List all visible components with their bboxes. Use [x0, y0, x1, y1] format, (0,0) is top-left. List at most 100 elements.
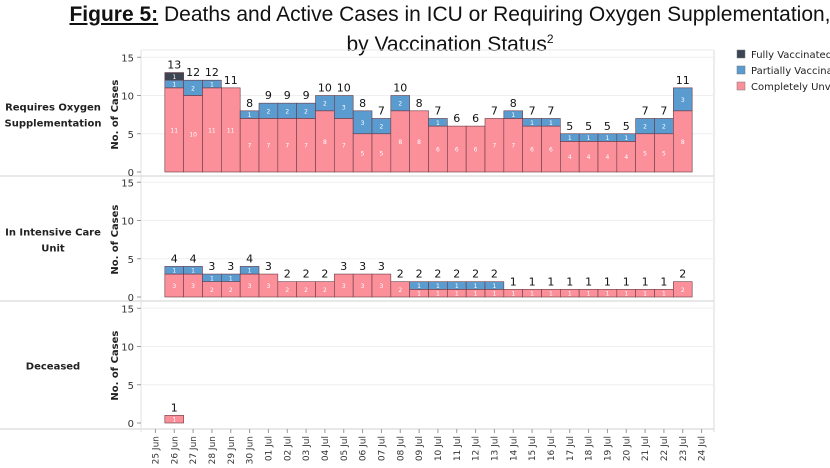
panel-label: Deceased — [26, 362, 80, 373]
y-tick-label: 0 — [128, 419, 134, 430]
bar-total-label: 7 — [491, 104, 498, 117]
y-tick-label: 10 — [121, 217, 134, 228]
bar-total-label: 5 — [604, 120, 611, 133]
bar-total-label: 3 — [208, 260, 215, 273]
bar-segment-label: 1 — [511, 112, 515, 119]
bar-segment-label: 5 — [380, 150, 384, 157]
bar-total-label: 7 — [529, 104, 536, 117]
bar-total-label: 8 — [246, 97, 253, 110]
bar-segment-label: 1 — [436, 291, 440, 298]
legend-swatch — [736, 65, 746, 75]
y-tick-label: 5 — [128, 130, 134, 141]
bar-total-label: 5 — [623, 120, 630, 133]
bar-total-label: 2 — [397, 268, 404, 281]
bar-segment-label: 1 — [191, 268, 195, 275]
bar-segment-label: 11 — [208, 127, 216, 134]
bar-segment-label: 2 — [681, 287, 685, 294]
bar-segment-label: 7 — [267, 143, 271, 150]
bar-segment-label: 4 — [606, 154, 610, 161]
y-tick-label: 15 — [121, 53, 134, 64]
legend-label: Completely Unva — [751, 82, 830, 93]
x-tick-label: 15 Jul — [528, 436, 538, 461]
bar-segment-label: 7 — [511, 143, 515, 150]
x-tick-label: 06 Jul — [359, 436, 369, 461]
bar-segment-label: 1 — [549, 120, 553, 127]
bar-segment-label: 7 — [304, 143, 308, 150]
x-tick-label: 16 Jul — [547, 436, 557, 461]
panel-label: Supplementation — [5, 119, 102, 130]
x-tick-label: 20 Jul — [622, 436, 632, 461]
bar-segment-label: 8 — [323, 139, 327, 146]
bar-total-label: 6 — [472, 112, 479, 125]
bar-segment-label: 10 — [189, 131, 197, 138]
bar-segment-fully-vaccinated — [164, 72, 184, 81]
bar-total-label: 2 — [284, 268, 291, 281]
bar-segment-label: 3 — [191, 283, 195, 290]
bar-segment-label: 1 — [568, 291, 572, 298]
bar-total-label: 9 — [303, 89, 310, 102]
bar-total-label: 2 — [491, 268, 498, 281]
title-footnote: 2 — [546, 32, 554, 46]
y-tick-label: 15 — [121, 304, 134, 315]
bar-total-label: 2 — [416, 268, 423, 281]
bar-segment-label: 2 — [643, 124, 647, 131]
bar-segment-label: 7 — [342, 143, 346, 150]
bar-segment-label: 1 — [511, 291, 515, 298]
bar-segment-label: 2 — [662, 124, 666, 131]
x-tick-label: 08 Jul — [396, 436, 406, 461]
x-tick-label: 07 Jul — [377, 436, 387, 461]
bar-segment-label: 1 — [624, 291, 628, 298]
bar-segment-label: 1 — [455, 291, 459, 298]
bar-total-label: 9 — [284, 89, 291, 102]
x-tick-label: 02 Jul — [283, 436, 293, 461]
legend-swatch — [736, 49, 746, 59]
x-tick-label: 24 Jul — [698, 436, 708, 461]
bar-segment-partially-vaccinated — [541, 118, 561, 127]
bar-total-label: 7 — [642, 104, 649, 117]
y-tick-label: 5 — [128, 381, 134, 392]
bar-total-label: 2 — [434, 268, 441, 281]
bar-segment-label: 1 — [248, 112, 252, 119]
bar-segment-label: 1 — [417, 283, 421, 290]
bar-segment-partially-vaccinated — [428, 118, 448, 127]
bar-segment-label: 1 — [624, 135, 628, 142]
bar-total-label: 4 — [171, 252, 178, 265]
bar-segment-label: 11 — [227, 127, 235, 134]
bar-segment-label: 3 — [361, 120, 365, 127]
y-tick-label: 0 — [128, 168, 134, 179]
x-tick-label: 22 Jul — [660, 436, 670, 461]
bar-segment-label: 1 — [474, 283, 478, 290]
bar-segment-label: 2 — [285, 108, 289, 115]
x-tick-label: 11 Jul — [453, 436, 463, 461]
bar-total-label: 1 — [642, 275, 649, 288]
bar-segment-label: 1 — [643, 291, 647, 298]
legend-swatch — [736, 81, 746, 91]
bar-segment-label: 4 — [568, 154, 572, 161]
bar-segment-label: 1 — [229, 275, 233, 282]
y-axis-title: No. of Cases — [110, 331, 121, 401]
bar-segment-label: 1 — [248, 268, 252, 275]
bar-total-label: 7 — [547, 104, 554, 117]
bar-segment-label: 1 — [493, 291, 497, 298]
bar-segment-label: 1 — [662, 291, 666, 298]
bar-total-label: 1 — [660, 275, 667, 288]
bar-segment-label: 2 — [304, 287, 308, 294]
bar-segment-label: 6 — [436, 147, 440, 154]
y-axis-title: No. of Cases — [110, 205, 121, 275]
x-tick-label: 13 Jul — [490, 436, 500, 461]
bar-total-label: 1 — [604, 275, 611, 288]
bar-segment-label: 2 — [267, 108, 271, 115]
bar-total-label: 12 — [205, 66, 219, 79]
bar-total-label: 10 — [393, 82, 407, 95]
bar-segment-partially-vaccinated — [239, 266, 260, 275]
bar-total-label: 3 — [227, 260, 234, 273]
y-tick-label: 5 — [128, 255, 134, 266]
bar-total-label: 1 — [585, 275, 592, 288]
bar-total-label: 4 — [246, 252, 253, 265]
bar-segment-label: 2 — [191, 85, 195, 92]
bar-segment-label: 4 — [624, 154, 628, 161]
x-tick-label: 03 Jul — [302, 436, 312, 461]
bar-segment-partially-vaccinated — [390, 95, 410, 112]
bar-segment-label: 1 — [436, 120, 440, 127]
bar-total-label: 9 — [265, 89, 272, 102]
